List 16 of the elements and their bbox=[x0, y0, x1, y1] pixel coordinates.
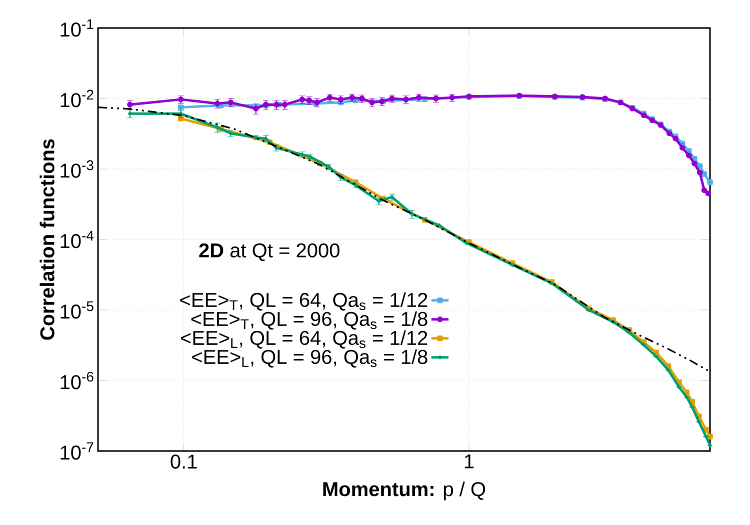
y-tick-label: 10$^{-1}$ bbox=[60, 19, 94, 37]
y-tick-label: 10$^{-4}$ bbox=[60, 230, 94, 248]
x-tick-label: 0.1 bbox=[170, 454, 197, 469]
legend-label: <EE>$_{L}$, QL = 96, Qa$_{s}$ = 1/8 bbox=[192, 349, 428, 368]
x-tick-label: 1 bbox=[464, 454, 474, 468]
y-axis-title: Correlation functions bbox=[40, 139, 54, 340]
annotation: 2D at Qt = 2000 bbox=[199, 243, 340, 262]
y-tick-label: 10$^{-5}$ bbox=[60, 301, 94, 319]
legend-label: <EE>$_{T}$, QL = 96, Qa$_{s}$ = 1/8 bbox=[191, 311, 428, 330]
legend-label: <EE>$_{L}$, QL = 64, Qa$_{s}$ = 1/12 bbox=[181, 330, 428, 349]
y-tick-label: 10$^{-3}$ bbox=[60, 160, 94, 178]
y-tick-label: 10$^{-2}$ bbox=[60, 90, 94, 108]
y-tick-label: 10$^{-7}$ bbox=[60, 442, 94, 460]
legend-label: <EE>$_{T}$, QL = 64, Qa$_{s}$ = 1/12 bbox=[180, 292, 428, 311]
y-tick-label: 10$^{-6}$ bbox=[60, 372, 94, 390]
x-axis-title: Momentum: p / Q bbox=[323, 482, 486, 500]
